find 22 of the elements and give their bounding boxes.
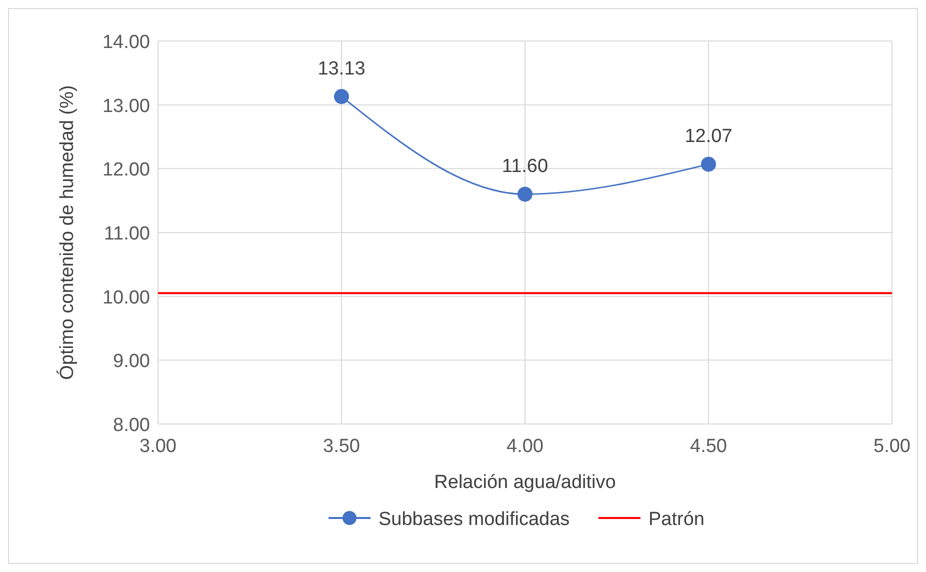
x-tick-label: 3.00: [140, 436, 176, 457]
y-tick-label: 12.00: [102, 160, 150, 181]
y-tick-label: 13.00: [102, 96, 150, 117]
data-label: 11.60: [502, 156, 548, 178]
legend-label: Subbases modificadas: [378, 509, 570, 530]
y-axis-title: Óptimo contenido de humedad (%): [56, 85, 78, 380]
point: [701, 156, 716, 172]
y-tick-label: 9.00: [113, 351, 150, 372]
point: [518, 186, 532, 202]
point: [334, 89, 349, 104]
y-tick-label: 10.00: [102, 287, 150, 308]
y-tick-label: 8.00: [113, 415, 150, 436]
y-tick-label: 14.00: [102, 32, 150, 53]
y-tick-label: 11.00: [104, 224, 150, 244]
data-label: 12.07: [684, 126, 732, 148]
data-label: 13.13: [318, 58, 366, 80]
x-tick-label: 4.00: [506, 436, 544, 457]
x-tick-label: 5.00: [874, 436, 910, 457]
legend-label: Patrón: [648, 509, 704, 530]
x-tick-label: 4.50: [690, 436, 727, 457]
x-axis-title: Relación agua/aditivo: [434, 472, 616, 493]
x-tick-label: 3.50: [323, 436, 360, 457]
